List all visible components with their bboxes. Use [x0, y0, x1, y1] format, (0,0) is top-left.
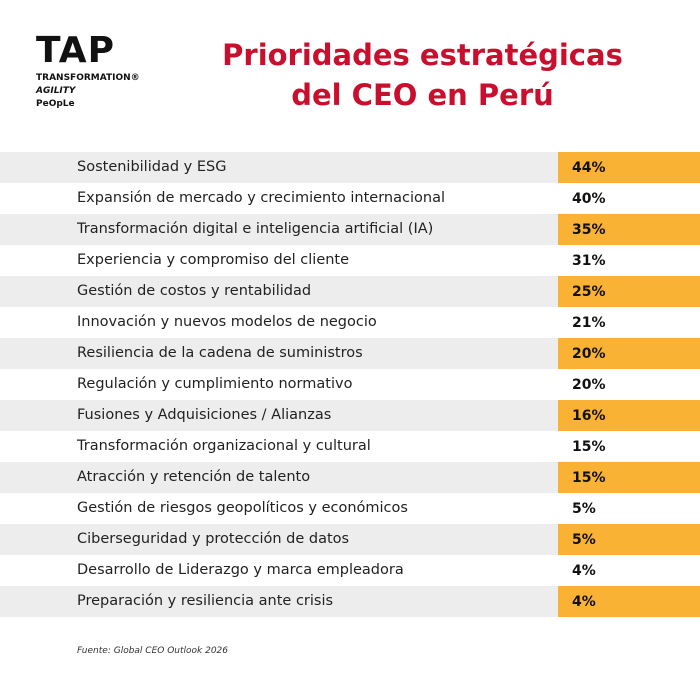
logo-line: AGILITY: [36, 86, 76, 96]
row-value: 4%: [572, 563, 596, 579]
value-cell: [558, 524, 700, 555]
table-row: Desarrollo de Liderazgo y marca empleado…: [0, 555, 700, 586]
table-row: Preparación y resiliencia ante crisis 4%: [0, 586, 700, 617]
row-label: Experiencia y compromiso del cliente: [77, 252, 350, 268]
table-row: Gestión de costos y rentabilidad 25%: [0, 276, 700, 307]
row-label: Gestión de costos y rentabilidad: [77, 283, 312, 299]
table-row: Transformación organizacional y cultural…: [0, 431, 700, 462]
row-label: Preparación y resiliencia ante crisis: [77, 593, 334, 609]
table-row: Fusiones y Adquisiciones / Alianzas 16%: [0, 400, 700, 431]
row-label: Innovación y nuevos modelos de negocio: [77, 314, 377, 330]
row-value: 31%: [572, 253, 606, 269]
table-row: Experiencia y compromiso del cliente 31%: [0, 245, 700, 276]
row-label: Gestión de riesgos geopolíticos y económ…: [77, 500, 408, 516]
row-value: 21%: [572, 315, 606, 331]
row-label: Regulación y cumplimiento normativo: [77, 376, 353, 392]
row-value: 4%: [572, 594, 596, 610]
row-value: 25%: [572, 284, 606, 300]
value-cell: [558, 462, 700, 493]
row-label: Desarrollo de Liderazgo y marca empleado…: [77, 562, 404, 578]
table-row: Ciberseguridad y protección de datos 5%: [0, 524, 700, 555]
row-value: 15%: [572, 470, 606, 486]
row-label: Ciberseguridad y protección de datos: [77, 531, 350, 547]
table-row: Transformación digital e inteligencia ar…: [0, 214, 700, 245]
row-value: 16%: [572, 408, 606, 424]
title: Prioridades estratégicas: [222, 38, 623, 72]
row-label: Transformación digital e inteligencia ar…: [77, 221, 434, 237]
table-row: Regulación y cumplimiento normativo 20%: [0, 369, 700, 400]
row-label: Atracción y retención de talento: [77, 469, 311, 485]
table-row: Expansión de mercado y crecimiento inter…: [0, 183, 700, 214]
logo-line: TRANSFORMATION®: [36, 73, 140, 83]
row-label: Sostenibilidad y ESG: [77, 159, 227, 175]
table-row: Atracción y retención de talento 15%: [0, 462, 700, 493]
row-label: Fusiones y Adquisiciones / Alianzas: [77, 407, 332, 423]
row-value: 15%: [572, 439, 606, 455]
row-value: 20%: [572, 377, 606, 393]
row-value: 44%: [572, 160, 606, 176]
row-label: Resiliencia de la cadena de suministros: [77, 345, 363, 361]
value-cell: [558, 586, 700, 617]
table-row: Gestión de riesgos geopolíticos y económ…: [0, 493, 700, 524]
value-cell: [558, 276, 700, 307]
value-cell: [558, 152, 700, 183]
row-label: Transformación organizacional y cultural: [77, 438, 371, 454]
value-cell: [558, 400, 700, 431]
table-row: Resiliencia de la cadena de suministros 2…: [0, 338, 700, 369]
row-value: 40%: [572, 191, 606, 207]
table-row: Innovación y nuevos modelos de negocio 21…: [0, 307, 700, 338]
row-value: 5%: [572, 532, 596, 548]
row-value: 5%: [572, 501, 596, 517]
row-label: Expansión de mercado y crecimiento inter…: [77, 190, 445, 206]
row-value: 35%: [572, 222, 606, 238]
value-cell: [558, 214, 700, 245]
title: del CEO en Perú: [291, 78, 554, 112]
table-row: Sostenibilidad y ESG 44%: [0, 152, 700, 183]
logo-name: TAP: [36, 30, 116, 71]
logo-line: PeOpLe: [36, 99, 75, 109]
row-value: 20%: [572, 346, 606, 362]
source: Fuente: Global CEO Outlook 2026: [77, 646, 229, 656]
value-cell: [558, 338, 700, 369]
